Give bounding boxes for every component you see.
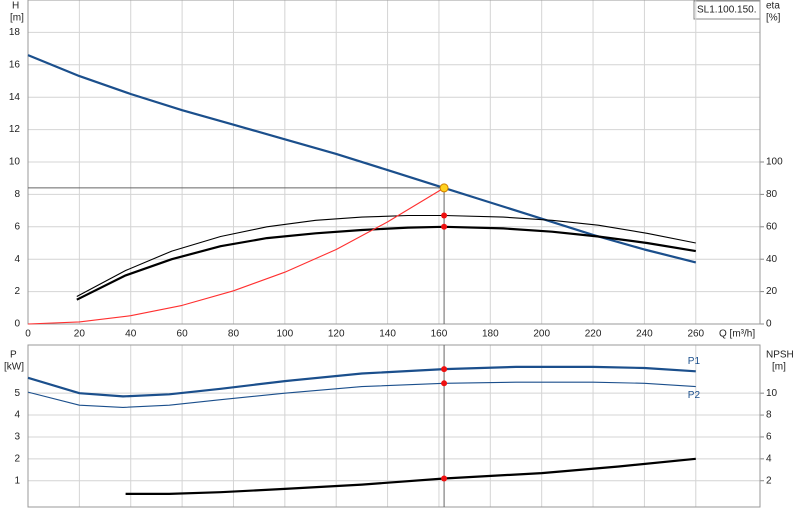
y-tick-label: 18 — [9, 27, 21, 38]
y2-axis-title: NPSH — [766, 350, 794, 361]
x-tick-label: 60 — [177, 329, 189, 340]
x-tick-label: 120 — [328, 329, 345, 340]
x-tick-label: 200 — [533, 329, 550, 340]
y-tick-label: 16 — [9, 59, 21, 70]
chart-title: SL1.100.150. — [697, 5, 757, 16]
y-tick-label: 4 — [14, 410, 20, 421]
operating-point — [441, 380, 448, 387]
y-tick-label: 2 — [14, 453, 20, 464]
y2-axis-title: eta — [766, 1, 780, 12]
x-tick-label: 140 — [379, 329, 396, 340]
y2-tick-label: 20 — [766, 286, 778, 297]
curve — [27, 381, 696, 408]
y-tick-label: 0 — [14, 319, 20, 330]
operating-point — [441, 475, 448, 482]
curve — [125, 457, 696, 495]
x-tick-label: 80 — [228, 329, 240, 340]
y-axis-title: H — [12, 1, 19, 12]
y2-tick-label: 40 — [766, 254, 778, 265]
x-tick-label: 20 — [74, 329, 86, 340]
y-tick-label: 3 — [14, 432, 20, 443]
y-tick-label: 6 — [14, 221, 20, 232]
x-tick-label: 40 — [125, 329, 137, 340]
y-tick-label: 5 — [14, 388, 20, 399]
y-tick-label: 8 — [14, 189, 20, 200]
operating-point — [441, 366, 448, 373]
operating-point — [441, 223, 448, 230]
x-tick-label: 100 — [276, 329, 293, 340]
x-axis-title: Q [m³/h] — [719, 329, 755, 340]
y-tick-label: 14 — [9, 92, 21, 103]
operating-point — [439, 183, 449, 193]
x-tick-label: 260 — [687, 329, 704, 340]
y2-tick-label: 8 — [766, 410, 772, 421]
x-tick-label: 160 — [431, 329, 448, 340]
plot-frame — [27, 344, 761, 508]
curve — [27, 54, 697, 264]
y2-axis-unit: [%] — [766, 13, 781, 24]
series-label: P2 — [688, 390, 701, 401]
curve — [27, 365, 696, 398]
x-tick-label: 240 — [636, 329, 653, 340]
curve — [27, 187, 445, 325]
y-tick-label: 12 — [9, 124, 21, 135]
y-tick-label: 10 — [9, 157, 21, 168]
series-label: P1 — [688, 356, 701, 367]
y2-tick-label: 2 — [766, 475, 772, 486]
x-tick-label: 0 — [25, 329, 31, 340]
y2-tick-label: 4 — [766, 453, 772, 464]
y-tick-label: 1 — [14, 475, 20, 486]
y-axis-unit: [m] — [10, 13, 24, 24]
y2-axis-unit: [m] — [772, 362, 786, 373]
curve — [76, 225, 696, 301]
y2-tick-label: 0 — [766, 319, 772, 330]
curve — [76, 214, 696, 297]
y-axis-title: P — [10, 350, 17, 361]
y2-tick-label: 100 — [766, 157, 783, 168]
y2-tick-label: 80 — [766, 189, 778, 200]
y-tick-label: 2 — [14, 286, 20, 297]
plot-frame — [27, 0, 761, 325]
y2-tick-label: 6 — [766, 432, 772, 443]
y2-tick-label: 60 — [766, 221, 778, 232]
y2-tick-label: 10 — [766, 388, 778, 399]
operating-point — [441, 212, 448, 219]
y-tick-label: 4 — [14, 254, 20, 265]
x-tick-label: 180 — [482, 329, 499, 340]
y-axis-unit: [kW] — [4, 362, 24, 373]
x-tick-label: 220 — [585, 329, 602, 340]
